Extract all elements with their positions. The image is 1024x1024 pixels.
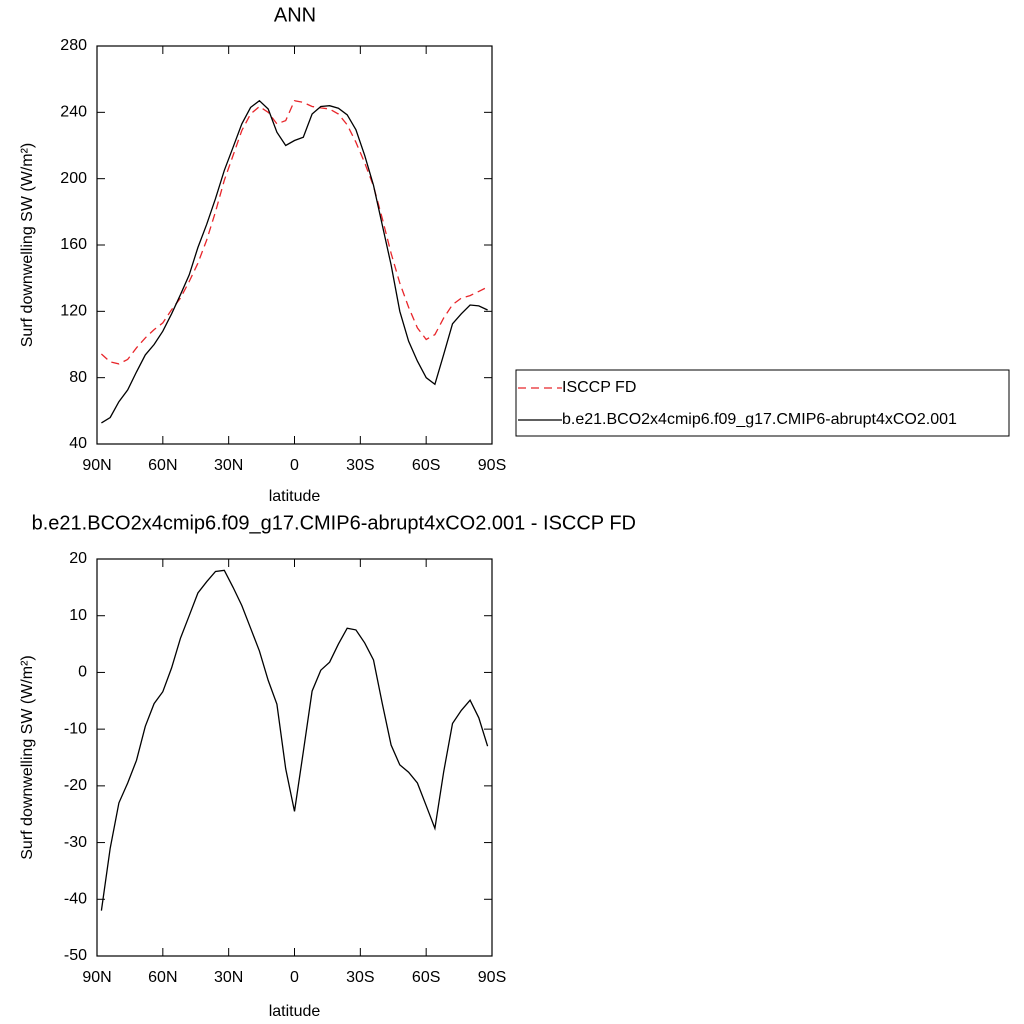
y-tick-label: 240 bbox=[60, 104, 87, 121]
x-tick-label: 60N bbox=[148, 969, 177, 986]
y-tick-label: -30 bbox=[64, 834, 87, 851]
x-axis-label: latitude bbox=[269, 1003, 321, 1020]
x-axis-label: latitude bbox=[269, 488, 321, 505]
x-tick-label: 90N bbox=[82, 457, 111, 474]
y-tick-label: 40 bbox=[69, 435, 87, 452]
x-tick-label: 0 bbox=[290, 969, 299, 986]
x-tick-label: 30S bbox=[346, 457, 374, 474]
y-tick-label: 160 bbox=[60, 236, 87, 253]
x-tick-label: 60S bbox=[412, 457, 440, 474]
x-tick-label: 30N bbox=[214, 457, 243, 474]
y-tick-label: 20 bbox=[69, 550, 87, 567]
data-line bbox=[100, 99, 488, 365]
x-tick-label: 60S bbox=[412, 969, 440, 986]
y-axis-label: Surf downwelling SW (W/m²) bbox=[19, 655, 36, 859]
y-tick-label: 120 bbox=[60, 303, 87, 320]
chart-title: ANN bbox=[274, 4, 316, 26]
x-tick-label: 30S bbox=[346, 969, 374, 986]
legend-label: ISCCP FD bbox=[562, 379, 636, 396]
x-tick-label: 90S bbox=[478, 457, 506, 474]
plot-frame bbox=[96, 558, 493, 957]
y-tick-label: 280 bbox=[60, 37, 87, 54]
legend-box bbox=[515, 369, 1010, 437]
y-tick-label: 200 bbox=[60, 170, 87, 187]
legend-label: b.e21.BCO2x4cmip6.f09_g17.CMIP6-abrupt4x… bbox=[562, 411, 957, 428]
y-tick-label: 0 bbox=[78, 664, 87, 681]
data-line bbox=[100, 569, 489, 911]
y-axis-label: Surf downwelling SW (W/m²) bbox=[19, 143, 36, 347]
y-tick-label: 80 bbox=[69, 369, 87, 386]
x-tick-label: 90N bbox=[82, 969, 111, 986]
plot-frame bbox=[96, 45, 493, 445]
y-tick-label: -20 bbox=[64, 777, 87, 794]
data-line bbox=[101, 99, 488, 424]
x-tick-label: 0 bbox=[290, 457, 299, 474]
chart-title: b.e21.BCO2x4cmip6.f09_g17.CMIP6-abrupt4x… bbox=[32, 512, 636, 534]
y-tick-label: -40 bbox=[64, 891, 87, 908]
x-tick-label: 60N bbox=[148, 457, 177, 474]
y-tick-label: -10 bbox=[64, 720, 87, 737]
y-tick-label: 10 bbox=[69, 607, 87, 624]
x-tick-label: 90S bbox=[478, 969, 506, 986]
y-tick-label: -50 bbox=[64, 947, 87, 964]
x-tick-label: 30N bbox=[214, 969, 243, 986]
